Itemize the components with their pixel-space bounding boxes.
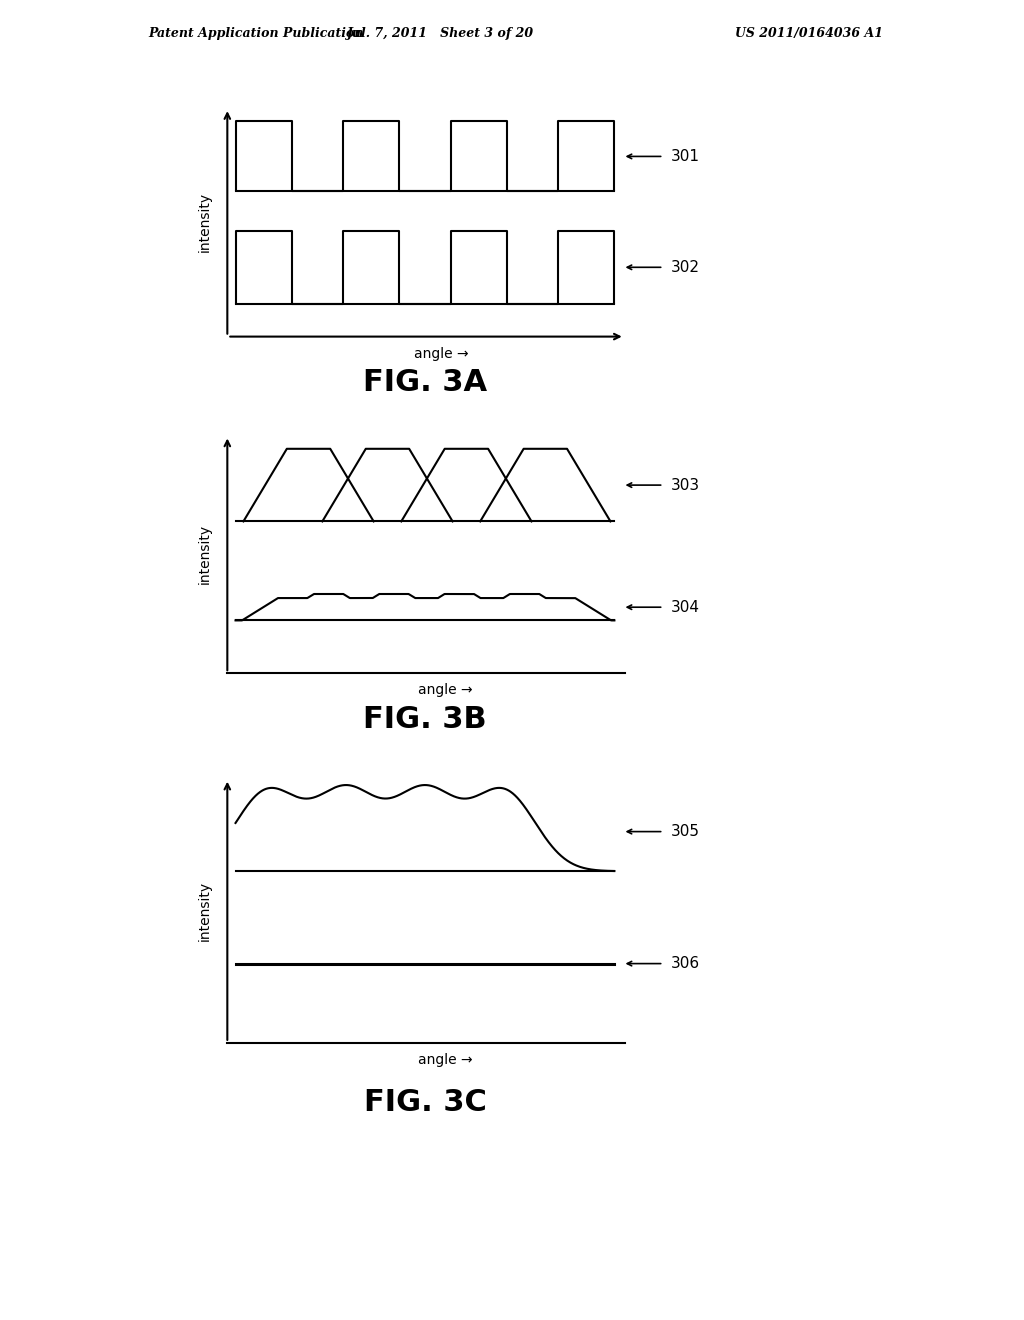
- Text: intensity: intensity: [198, 524, 212, 585]
- Text: US 2011/0164036 A1: US 2011/0164036 A1: [735, 26, 883, 40]
- Text: intensity: intensity: [198, 193, 212, 252]
- Text: intensity: intensity: [198, 880, 212, 941]
- Text: 305: 305: [671, 824, 699, 840]
- Text: FIG. 3B: FIG. 3B: [364, 705, 486, 734]
- Text: angle →: angle →: [418, 684, 473, 697]
- Text: FIG. 3A: FIG. 3A: [362, 368, 487, 397]
- Text: 306: 306: [671, 956, 699, 972]
- Text: 302: 302: [671, 260, 699, 275]
- Text: 303: 303: [671, 478, 699, 492]
- Text: Patent Application Publication: Patent Application Publication: [148, 26, 364, 40]
- Text: FIG. 3C: FIG. 3C: [364, 1088, 486, 1117]
- Text: angle →: angle →: [414, 347, 469, 360]
- Text: 304: 304: [671, 599, 699, 615]
- Text: angle →: angle →: [418, 1053, 473, 1067]
- Text: 301: 301: [671, 149, 699, 164]
- Text: Jul. 7, 2011   Sheet 3 of 20: Jul. 7, 2011 Sheet 3 of 20: [347, 26, 534, 40]
